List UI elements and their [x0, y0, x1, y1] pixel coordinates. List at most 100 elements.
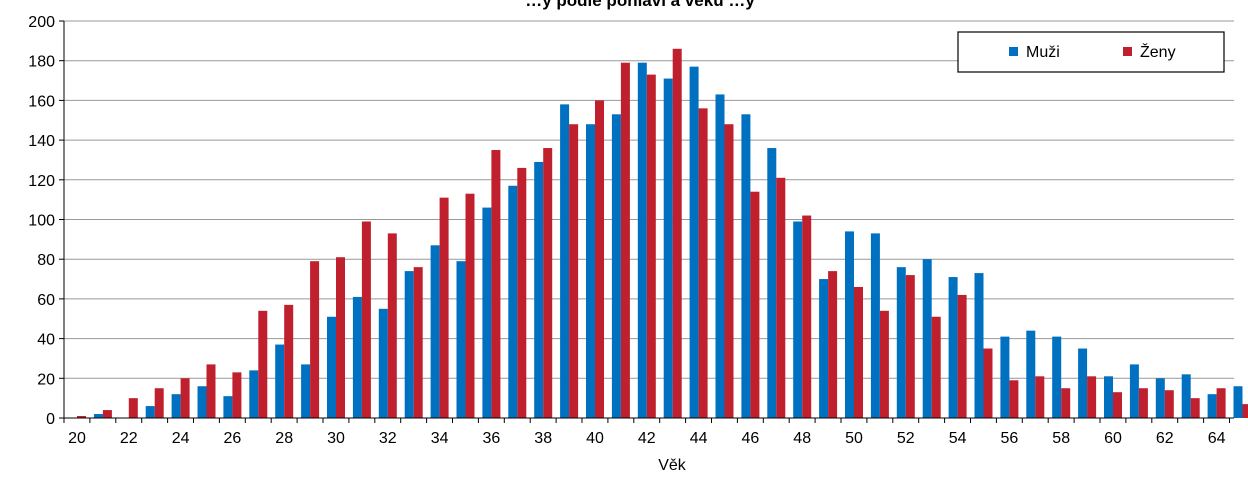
y-tick-label: 120	[28, 173, 55, 190]
bar-muzi	[171, 394, 181, 418]
x-tick-label: 64	[1208, 430, 1226, 447]
bar-zeny	[646, 74, 656, 418]
bar-zeny	[776, 177, 786, 418]
bar-muzi	[819, 279, 829, 418]
bar-muzi	[715, 94, 725, 418]
bar-muzi	[1052, 336, 1062, 418]
bar-muzi	[974, 273, 984, 418]
bar-zeny	[517, 167, 527, 418]
bar-muzi	[689, 66, 699, 419]
bar-zeny	[154, 388, 164, 418]
bar-muzi	[145, 406, 155, 418]
x-tick-label: 42	[638, 430, 656, 447]
bar-muzi	[93, 414, 103, 418]
bar-muzi	[922, 259, 932, 418]
bar-zeny	[336, 257, 345, 418]
bar-zeny	[206, 364, 216, 418]
x-tick-label: 30	[327, 430, 345, 447]
x-tick-label: 50	[845, 430, 863, 447]
bar-muzi	[845, 231, 854, 418]
x-tick-label: 24	[172, 430, 190, 447]
bar-muzi	[793, 221, 803, 418]
y-tick-label: 100	[28, 213, 55, 230]
bar-muzi	[586, 124, 595, 418]
bar-zeny	[491, 150, 501, 418]
legend-label-muzi: Muži	[1026, 44, 1060, 61]
x-tick-label: 60	[1104, 430, 1122, 447]
x-tick-label: 44	[690, 430, 708, 447]
bar-muzi	[663, 78, 673, 418]
x-tick-label: 34	[431, 430, 449, 447]
bar-zeny	[957, 294, 967, 418]
bar-muzi	[560, 104, 570, 419]
bar-zeny	[465, 193, 475, 418]
bar-zeny	[258, 310, 268, 418]
legend: Muži Ženy	[957, 31, 1225, 73]
bar-zeny	[77, 416, 86, 418]
x-tick-label: 48	[793, 430, 811, 447]
bar-muzi	[275, 344, 285, 418]
bar-zeny	[828, 271, 838, 418]
bar-zeny	[413, 267, 423, 418]
x-tick-label: 52	[897, 430, 915, 447]
y-tick-label: 60	[37, 292, 55, 309]
bar-muzi	[1207, 394, 1217, 418]
bar-muzi	[482, 207, 492, 418]
bar-muzi	[352, 296, 362, 418]
bar-zeny	[439, 197, 449, 418]
legend-swatch-muzi	[1009, 47, 1018, 56]
x-tick-label: 54	[949, 430, 967, 447]
bar-zeny	[672, 48, 682, 418]
bar-zeny	[698, 108, 708, 418]
bar-zeny	[1216, 388, 1226, 418]
bar-muzi	[637, 62, 647, 418]
bar-zeny	[569, 124, 579, 418]
x-axis-label: Věk	[658, 457, 687, 474]
bar-muzi	[508, 185, 518, 418]
bar-zeny	[905, 275, 915, 418]
bar-zeny	[543, 148, 553, 419]
bar-zeny	[1190, 398, 1200, 418]
x-axis-ticks: 20 22 24 26 28 30 32 34 36 38 40 42 44 46 48 50 52 54 56 58…	[63, 418, 1230, 447]
bar-zeny	[361, 221, 371, 418]
y-axis-ticks: 0 20 40 60 80 100 120 140 160 180 200	[28, 14, 64, 428]
bar-zeny	[854, 286, 863, 418]
bar-zeny	[1242, 404, 1248, 418]
bars	[77, 48, 1248, 419]
y-tick-label: 0	[46, 411, 55, 428]
bar-zeny	[1061, 388, 1071, 418]
bar-zeny	[1087, 376, 1097, 418]
y-tick-label: 160	[28, 93, 55, 110]
bar-muzi	[1233, 386, 1243, 418]
bar-muzi	[1155, 378, 1165, 418]
y-tick-label: 200	[28, 14, 55, 31]
bar-zeny	[983, 348, 993, 418]
x-tick-label: 40	[586, 430, 604, 447]
y-tick-label: 180	[28, 54, 55, 71]
bar-muzi	[741, 114, 751, 419]
bar-zeny	[310, 261, 320, 418]
bar-muzi	[1181, 374, 1191, 418]
bar-zeny	[180, 378, 190, 418]
x-tick-label: 56	[1001, 430, 1019, 447]
y-tick-label: 80	[37, 252, 55, 269]
x-tick-label: 36	[483, 430, 501, 447]
bar-muzi	[1129, 364, 1139, 418]
x-tick-label: 20	[68, 430, 86, 447]
bar-zeny	[879, 310, 889, 418]
bar-muzi	[1104, 376, 1113, 418]
bar-muzi	[404, 271, 414, 418]
bar-muzi	[534, 161, 544, 418]
bar-muzi	[870, 233, 880, 418]
x-tick-label: 32	[379, 430, 397, 447]
bar-muzi	[896, 267, 906, 418]
bar-zeny	[595, 100, 604, 419]
bar-zeny	[1009, 380, 1019, 418]
bar-zeny	[232, 372, 242, 418]
legend-swatch-zeny	[1123, 47, 1132, 56]
bar-muzi	[378, 308, 388, 418]
bar-muzi	[197, 386, 207, 418]
bar-zeny	[1113, 392, 1122, 418]
